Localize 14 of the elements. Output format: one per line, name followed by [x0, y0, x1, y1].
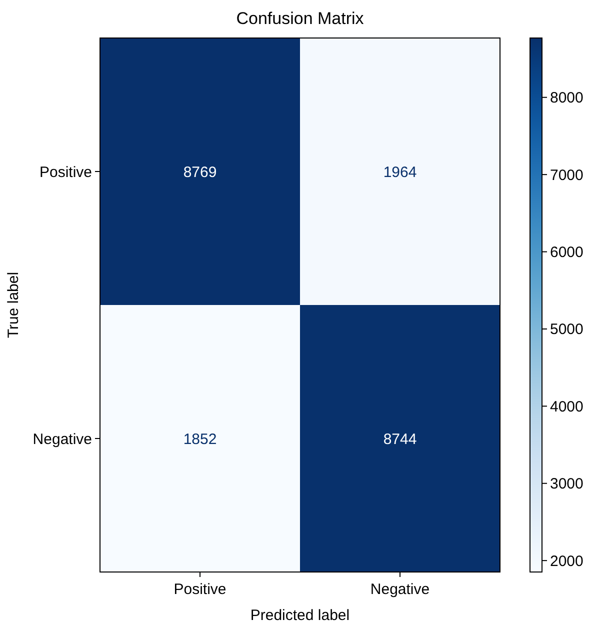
data-label: 8744	[383, 430, 417, 448]
color-bar-label: 2000	[550, 552, 584, 570]
color-bar-label: 7000	[550, 166, 584, 184]
color-bar-label: 5000	[550, 321, 584, 338]
color-bar-label: 4000	[550, 398, 584, 416]
color-bar-label: 8000	[550, 90, 584, 107]
color-bar-label: 3000	[550, 476, 584, 493]
x-axis-title: Predicted label	[250, 607, 350, 624]
data-label: 8769	[183, 164, 217, 181]
data-label: 1964	[383, 164, 417, 181]
data-label: 1852	[183, 430, 217, 448]
color-bar-label: 6000	[550, 244, 584, 262]
y-axis-title: True label	[5, 272, 22, 338]
chart-title: Confusion Matrix	[236, 9, 364, 28]
